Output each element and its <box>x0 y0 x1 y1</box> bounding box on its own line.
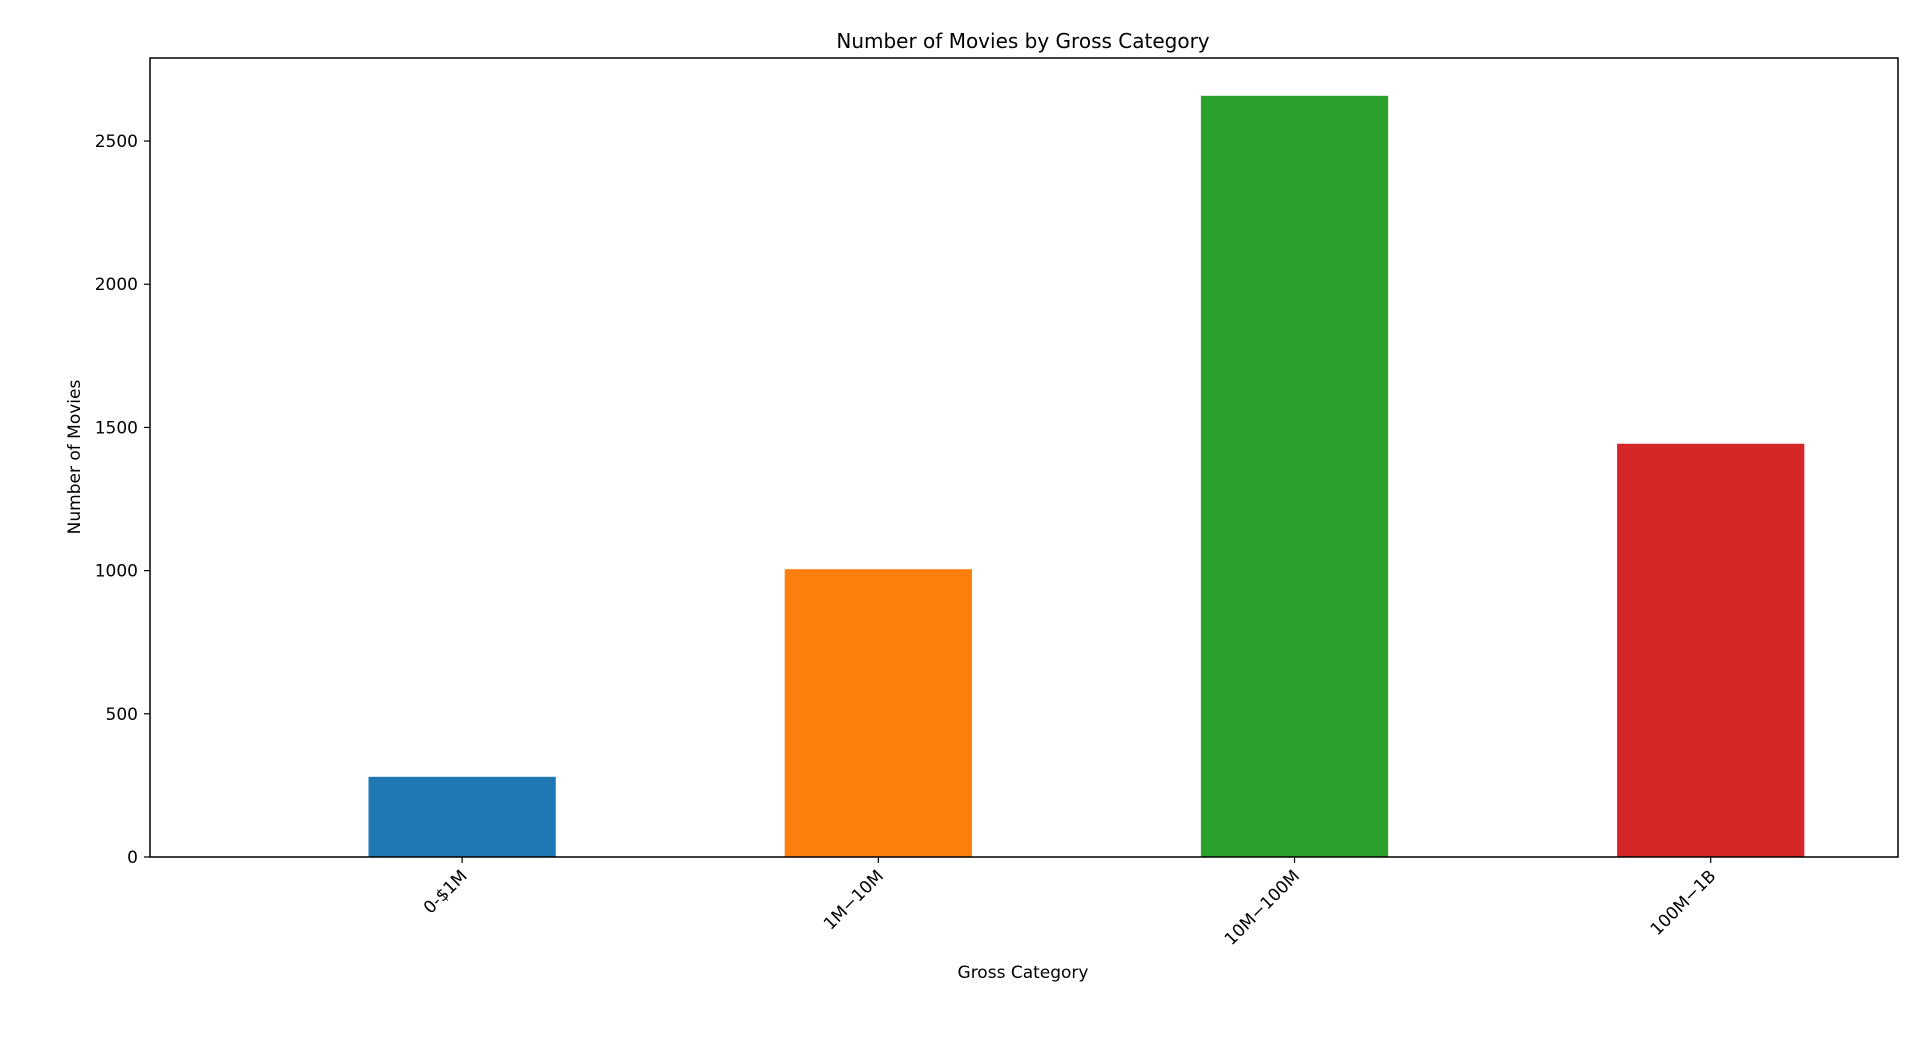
bar-0 <box>368 776 556 857</box>
y-tick-label-5: 2500 <box>95 132 138 152</box>
y-tick-label-4: 2000 <box>95 275 138 295</box>
plot-frame <box>149 57 1899 858</box>
y-tick-label-0: 0 <box>127 848 138 868</box>
chart-title: Number of Movies by Gross Category <box>836 29 1209 53</box>
y-tick-label-1: 500 <box>106 705 138 725</box>
bar-2 <box>1200 95 1389 858</box>
y-axis-ticks: 0 500 1000 1500 2000 2500 <box>95 132 150 868</box>
bar-3 <box>1617 443 1805 857</box>
x-axis-label: Gross Category <box>958 963 1089 983</box>
y-axis-label: Number of Movies <box>65 380 85 535</box>
bars-group <box>368 95 1805 858</box>
y-tick-label-3: 1500 <box>95 418 138 438</box>
y-tick-label-2: 1000 <box>95 562 138 582</box>
bar-1 <box>784 569 972 857</box>
